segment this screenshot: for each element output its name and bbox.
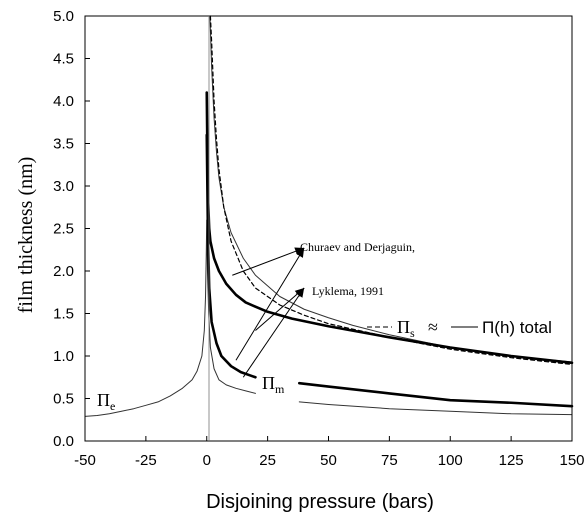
y-tick-label: 1.5: [53, 306, 74, 323]
series-layer: [84, 15, 574, 417]
x-tick-label: 25: [259, 452, 276, 469]
annotation-ref2: Lyklema, 1991: [312, 284, 384, 298]
y-tick-label: 1.0: [53, 348, 74, 365]
annotation-arrow-line: [255, 287, 305, 331]
annotation-arrow-line: [235, 247, 305, 361]
series-line-dashed-1: [209, 15, 573, 366]
annotation-arrow-head: [295, 288, 305, 298]
pi-e-symbol: Π: [97, 390, 110, 410]
y-tick-label: 0.5: [53, 391, 74, 408]
series-line-thin-2: [298, 401, 573, 416]
x-tick-label: 150: [559, 452, 584, 469]
annotation-arrow-line: [242, 287, 305, 378]
y-tick-label: 4.5: [53, 51, 74, 68]
legend: Πs ≈ Π(h) total: [367, 317, 552, 340]
y-tick-label: 3.0: [53, 178, 74, 195]
legend-dashed-label: Πs: [397, 317, 415, 340]
series-line-thin-3: [209, 15, 573, 363]
y-tick-label: 5.0: [53, 8, 74, 25]
pi-m-subscript: m: [275, 382, 285, 396]
axes-layer: [84, 15, 573, 442]
legend-dashed-subscript: s: [410, 326, 415, 340]
annotation-arrow-head: [294, 247, 305, 255]
series-line-thin-1: [84, 219, 256, 417]
legend-approx: ≈: [428, 317, 438, 337]
pi-m-symbol: Π: [262, 373, 275, 393]
series-line-thick-3: [297, 381, 574, 408]
y-axis-label: film thickness (nm): [15, 157, 37, 314]
x-tick-label: 75: [381, 452, 398, 469]
annotation-arrow-head: [296, 248, 305, 258]
legend-dashed-symbol: Π: [397, 317, 410, 337]
x-tick-label: -50: [74, 452, 96, 469]
x-axis-label: Disjoining pressure (bars): [206, 491, 434, 513]
y-tick-label: 0.0: [53, 433, 74, 450]
y-tick-label: 4.0: [53, 93, 74, 110]
annotation-ref1: Churaev and Derjaguin,: [300, 240, 415, 254]
pi-e-subscript: e: [110, 399, 115, 413]
y-tick-label: 2.5: [53, 221, 74, 238]
annotation-arrow-line: [232, 247, 305, 276]
annotation-arrows: [232, 247, 305, 378]
pi-e-label: Πe: [97, 390, 115, 413]
x-tick-label: 0: [203, 452, 211, 469]
y-tick-label: 2.0: [53, 263, 74, 280]
plot-frame: [84, 15, 573, 442]
x-tick-label: -25: [135, 452, 157, 469]
x-tick-label: 100: [438, 452, 463, 469]
y-tick-label: 3.5: [53, 136, 74, 153]
pi-m-label: Πm: [262, 373, 285, 396]
ticks-layer: -50 -25 0 25 50 75 100 125 150 0.0 0.5 1.0 1.5 2.0 2.5…: [53, 8, 584, 469]
legend-solid-label: Π(h) total: [482, 318, 552, 337]
x-tick-label: 50: [320, 452, 337, 469]
x-tick-label: 125: [499, 452, 524, 469]
